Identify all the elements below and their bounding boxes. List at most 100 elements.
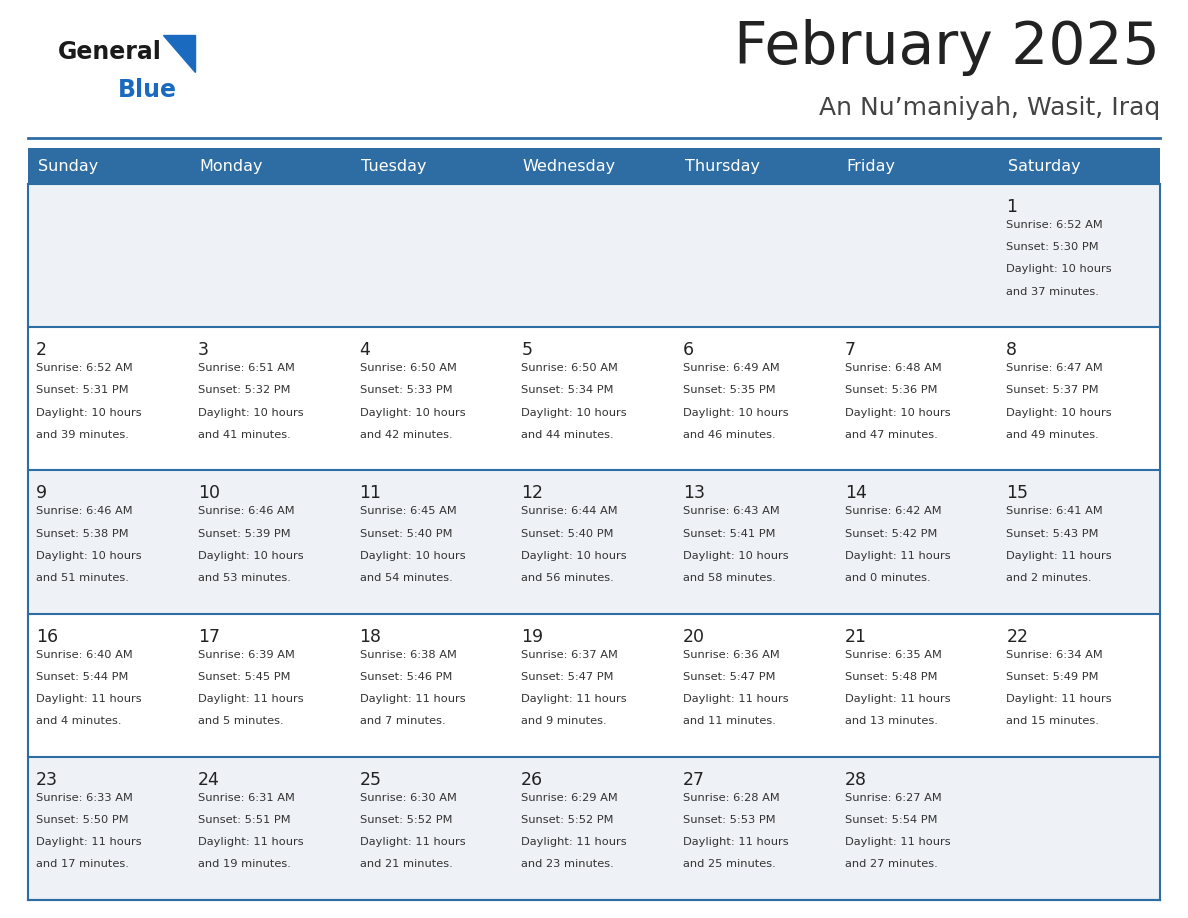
Text: Daylight: 11 hours: Daylight: 11 hours [522,694,627,704]
Text: Daylight: 10 hours: Daylight: 10 hours [683,408,789,418]
Text: 10: 10 [197,485,220,502]
Bar [190,470,352,613]
Text: Sunset: 5:37 PM: Sunset: 5:37 PM [1006,386,1099,396]
Text: 22: 22 [1006,628,1029,645]
Text: Daylight: 11 hours: Daylight: 11 hours [845,694,950,704]
Bar [513,756,675,900]
Text: 2: 2 [36,341,48,359]
Text: Daylight: 11 hours: Daylight: 11 hours [360,837,466,847]
Bar [675,613,836,756]
Text: and 53 minutes.: and 53 minutes. [197,573,291,583]
Bar [513,184,675,327]
Text: Sunrise: 6:37 AM: Sunrise: 6:37 AM [522,650,618,660]
Text: Daylight: 11 hours: Daylight: 11 hours [845,837,950,847]
Text: Sunrise: 6:27 AM: Sunrise: 6:27 AM [845,793,941,803]
Text: and 9 minutes.: and 9 minutes. [522,716,607,726]
Text: Sunrise: 6:42 AM: Sunrise: 6:42 AM [845,507,941,517]
Text: 16: 16 [36,628,58,645]
Text: 7: 7 [845,341,855,359]
Text: Sunset: 5:34 PM: Sunset: 5:34 PM [522,386,614,396]
Bar [29,756,190,900]
Text: Sunrise: 6:48 AM: Sunrise: 6:48 AM [845,364,941,374]
Text: Sunrise: 6:29 AM: Sunrise: 6:29 AM [522,793,618,803]
Bar [513,148,675,184]
Text: Sunset: 5:30 PM: Sunset: 5:30 PM [1006,242,1099,252]
Text: General: General [58,40,162,64]
Text: Sunset: 5:31 PM: Sunset: 5:31 PM [36,386,128,396]
Bar [29,613,190,756]
Text: Daylight: 11 hours: Daylight: 11 hours [36,694,141,704]
Bar [998,613,1159,756]
Text: Daylight: 10 hours: Daylight: 10 hours [36,551,141,561]
Text: 27: 27 [683,771,704,789]
Bar [29,327,190,470]
Text: Saturday: Saturday [1007,159,1081,174]
Text: Daylight: 10 hours: Daylight: 10 hours [683,551,789,561]
Text: and 11 minutes.: and 11 minutes. [683,716,776,726]
Bar [190,613,352,756]
Text: 20: 20 [683,628,704,645]
Text: and 17 minutes.: and 17 minutes. [36,859,129,869]
Text: Daylight: 11 hours: Daylight: 11 hours [1006,694,1112,704]
Bar [675,756,836,900]
Text: Daylight: 11 hours: Daylight: 11 hours [1006,551,1112,561]
Bar [190,327,352,470]
Bar [513,327,675,470]
Text: 13: 13 [683,485,704,502]
Text: Sunset: 5:54 PM: Sunset: 5:54 PM [845,815,937,825]
Text: Monday: Monday [200,159,263,174]
Text: Sunset: 5:51 PM: Sunset: 5:51 PM [197,815,290,825]
Text: 28: 28 [845,771,867,789]
Text: 17: 17 [197,628,220,645]
Text: Daylight: 10 hours: Daylight: 10 hours [197,551,303,561]
Text: Daylight: 11 hours: Daylight: 11 hours [36,837,141,847]
Text: 21: 21 [845,628,867,645]
Text: and 19 minutes.: and 19 minutes. [197,859,291,869]
Text: 4: 4 [360,341,371,359]
Bar [190,148,352,184]
Text: 8: 8 [1006,341,1017,359]
Text: and 25 minutes.: and 25 minutes. [683,859,776,869]
Text: 9: 9 [36,485,48,502]
Text: Sunrise: 6:44 AM: Sunrise: 6:44 AM [522,507,618,517]
Text: Sunday: Sunday [38,159,97,174]
Text: Sunrise: 6:52 AM: Sunrise: 6:52 AM [1006,220,1104,230]
Text: Sunrise: 6:28 AM: Sunrise: 6:28 AM [683,793,779,803]
Bar [190,756,352,900]
Text: and 0 minutes.: and 0 minutes. [845,573,930,583]
Bar [29,148,190,184]
Text: Sunset: 5:49 PM: Sunset: 5:49 PM [1006,672,1099,682]
Text: Sunset: 5:35 PM: Sunset: 5:35 PM [683,386,776,396]
Text: 19: 19 [522,628,543,645]
Text: Sunset: 5:33 PM: Sunset: 5:33 PM [360,386,453,396]
Text: 11: 11 [360,485,381,502]
Text: Wednesday: Wednesday [523,159,615,174]
Bar [675,148,836,184]
Text: Sunset: 5:41 PM: Sunset: 5:41 PM [683,529,776,539]
Text: and 37 minutes.: and 37 minutes. [1006,286,1099,297]
Text: 1: 1 [1006,198,1017,216]
Text: and 2 minutes.: and 2 minutes. [1006,573,1092,583]
Text: Sunset: 5:44 PM: Sunset: 5:44 PM [36,672,128,682]
Text: and 41 minutes.: and 41 minutes. [197,430,291,440]
Text: Sunrise: 6:49 AM: Sunrise: 6:49 AM [683,364,779,374]
Text: Daylight: 10 hours: Daylight: 10 hours [1006,408,1112,418]
Text: Sunrise: 6:50 AM: Sunrise: 6:50 AM [360,364,456,374]
Bar [836,613,998,756]
Text: Daylight: 11 hours: Daylight: 11 hours [683,837,789,847]
Text: and 44 minutes.: and 44 minutes. [522,430,614,440]
Text: Daylight: 11 hours: Daylight: 11 hours [845,551,950,561]
Text: Sunrise: 6:30 AM: Sunrise: 6:30 AM [360,793,456,803]
Text: and 4 minutes.: and 4 minutes. [36,716,121,726]
Text: Tuesday: Tuesday [361,159,426,174]
Text: and 15 minutes.: and 15 minutes. [1006,716,1099,726]
Text: Sunset: 5:52 PM: Sunset: 5:52 PM [360,815,451,825]
Text: Sunrise: 6:45 AM: Sunrise: 6:45 AM [360,507,456,517]
Polygon shape [163,35,195,72]
Text: 15: 15 [1006,485,1029,502]
Text: and 13 minutes.: and 13 minutes. [845,716,937,726]
Text: 6: 6 [683,341,694,359]
Bar [513,613,675,756]
Text: Daylight: 10 hours: Daylight: 10 hours [845,408,950,418]
Text: Sunrise: 6:31 AM: Sunrise: 6:31 AM [197,793,295,803]
